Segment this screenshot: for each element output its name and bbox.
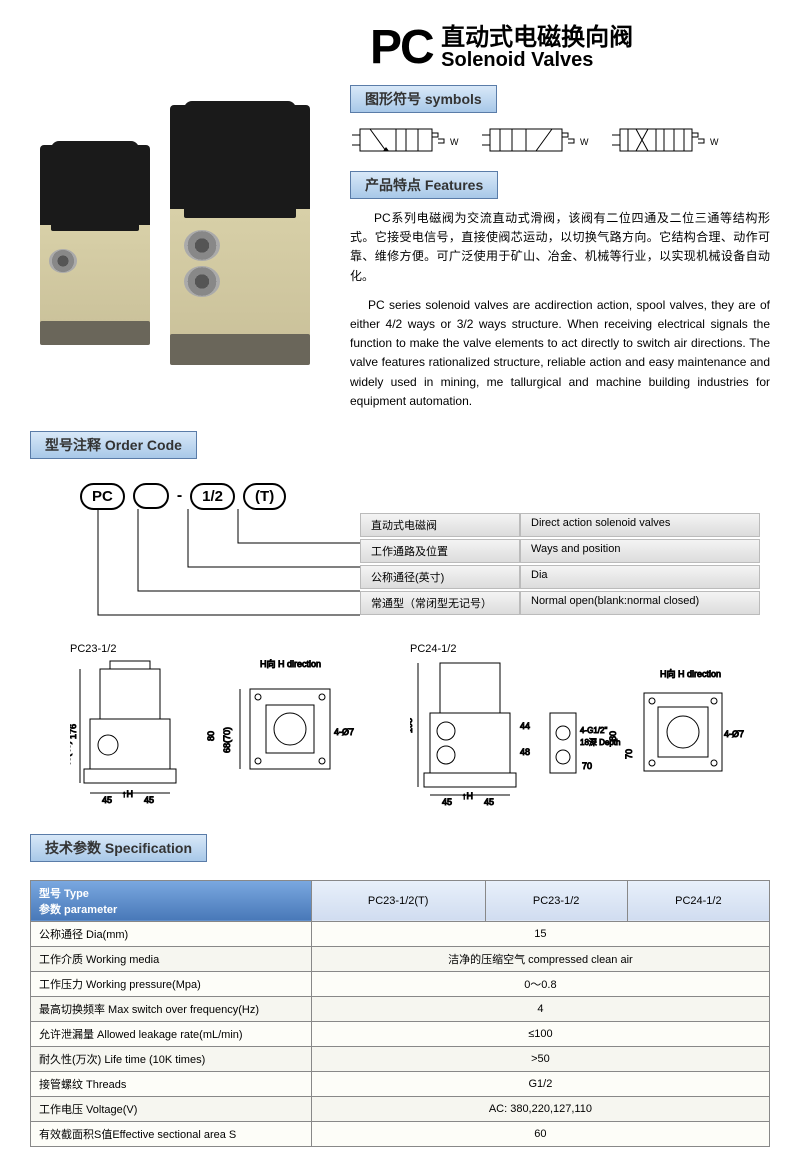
order-row: 常通型（常闭型无记号） Normal open(blank:normal clo…: [360, 591, 760, 615]
spec-table: 型号 Type 参数 parameter PC23-1/2(T) PC23-1/…: [30, 880, 770, 1147]
spec-value: 0～0.8: [311, 971, 769, 996]
svg-text:↑H: ↑H: [462, 791, 473, 801]
svg-text:48: 48: [520, 747, 530, 757]
spec-param-label: 参数 parameter: [39, 901, 303, 917]
order-row: 工作通路及位置 Ways and position: [360, 539, 760, 563]
symbol-3-2b: W: [480, 123, 590, 157]
svg-text:W: W: [450, 137, 459, 147]
svg-text:70: 70: [582, 761, 592, 771]
svg-text:68(70): 68(70): [222, 727, 232, 753]
spec-header: 技术参数 Specification: [30, 834, 207, 862]
svg-text:45: 45: [102, 795, 112, 805]
svg-text:↑H: ↑H: [122, 789, 133, 799]
spec-value: 60: [311, 1121, 769, 1146]
code-dia: 1/2: [190, 483, 235, 510]
spec-value: 4: [311, 996, 769, 1021]
title-cn: 直动式电磁换向阀: [441, 26, 633, 50]
technical-drawings: PC23-1/2 176 46(48) 45 45 ↑H H向 H direct…: [70, 643, 770, 814]
svg-text:198: 198: [410, 718, 414, 733]
drawing-pc24: PC24-1/2 198 45 45 ↑H 44 48: [410, 643, 750, 814]
svg-text:4-Ø7: 4-Ø7: [334, 727, 354, 737]
order-header: 型号注释 Order Code: [30, 431, 197, 459]
symbols-header: 图形符号 symbols: [350, 85, 497, 113]
spec-param: 有效截面积S值Effective sectional area S: [31, 1121, 312, 1146]
spec-col: PC24-1/2: [627, 880, 769, 921]
spec-col: PC23-1/2(T): [311, 880, 485, 921]
svg-text:70: 70: [624, 749, 634, 759]
code-pc: PC: [80, 483, 125, 510]
svg-text:45: 45: [442, 797, 452, 807]
svg-text:4-Ø7: 4-Ø7: [724, 729, 744, 739]
svg-text:45: 45: [484, 797, 494, 807]
spec-param: 工作压力 Working pressure(Mpa): [31, 971, 312, 996]
svg-text:46(48): 46(48): [70, 741, 72, 767]
spec-param: 接管螺纹 Threads: [31, 1071, 312, 1096]
product-photo: [30, 85, 330, 365]
title-prefix: PC: [370, 20, 433, 75]
svg-text:45: 45: [144, 795, 154, 805]
svg-text:H向 H direction: H向 H direction: [260, 659, 321, 669]
code-t: (T): [243, 483, 286, 510]
spec-param: 最高切换频率 Max switch over frequency(Hz): [31, 996, 312, 1021]
spec-value: 洁净的压缩空气 compressed clean air: [311, 946, 769, 971]
page-title: PC 直动式电磁换向阀 Solenoid Valves: [370, 20, 770, 75]
svg-text:80: 80: [608, 731, 618, 741]
spec-value: AC: 380,220,127,110: [311, 1096, 769, 1121]
order-row: 直动式电磁阀 Direct action solenoid valves: [360, 513, 760, 537]
svg-text:80: 80: [206, 731, 216, 741]
svg-text:W: W: [710, 137, 719, 147]
symbol-4-2: W: [610, 123, 720, 157]
spec-param: 工作电压 Voltage(V): [31, 1096, 312, 1121]
features-header: 产品特点 Features: [350, 171, 498, 199]
spec-param: 耐久性(万次) Life time (10K times): [31, 1046, 312, 1071]
spec-col: PC23-1/2: [485, 880, 627, 921]
features-en: PC series solenoid valves are acdirectio…: [350, 296, 770, 411]
order-diagram: PC - 1/2 (T) 直动式电磁阀 Direct action soleno…: [80, 483, 770, 623]
svg-text:H向 H direction: H向 H direction: [660, 668, 721, 679]
svg-text:W: W: [580, 137, 589, 147]
top-section: 图形符号 symbols W W: [30, 85, 770, 421]
drawing-pc23: PC23-1/2 176 46(48) 45 45 ↑H H向 H direct…: [70, 643, 370, 814]
order-row: 公称通径(英寸) Dia: [360, 565, 760, 589]
spec-param: 允许泄漏量 Allowed leakage rate(mL/min): [31, 1021, 312, 1046]
features-cn: PC系列电磁阀为交流直动式滑阀，该阀有二位四通及二位三通等结构形式。它接受电信号…: [350, 209, 770, 286]
code-ways: [133, 483, 169, 509]
spec-value: G1/2: [311, 1071, 769, 1096]
svg-text:176: 176: [70, 724, 78, 739]
order-connector-lines: [80, 509, 370, 629]
spec-value: 15: [311, 921, 769, 946]
spec-param: 工作介质 Working media: [31, 946, 312, 971]
svg-text:44: 44: [520, 721, 530, 731]
symbols-row: W W: [350, 123, 770, 157]
order-section: 型号注释 Order Code PC - 1/2 (T) 直动式电磁阀 Dire…: [30, 431, 770, 623]
spec-type-label: 型号 Type: [39, 885, 303, 901]
order-table: 直动式电磁阀 Direct action solenoid valves 工作通…: [360, 513, 760, 617]
code-dash: -: [177, 487, 182, 505]
title-en: Solenoid Valves: [441, 50, 633, 70]
symbol-3-2: W: [350, 123, 460, 157]
spec-value: >50: [311, 1046, 769, 1071]
svg-text:4-G1/2": 4-G1/2": [580, 726, 607, 735]
spec-value: ≤100: [311, 1021, 769, 1046]
spec-param: 公称通径 Dia(mm): [31, 921, 312, 946]
